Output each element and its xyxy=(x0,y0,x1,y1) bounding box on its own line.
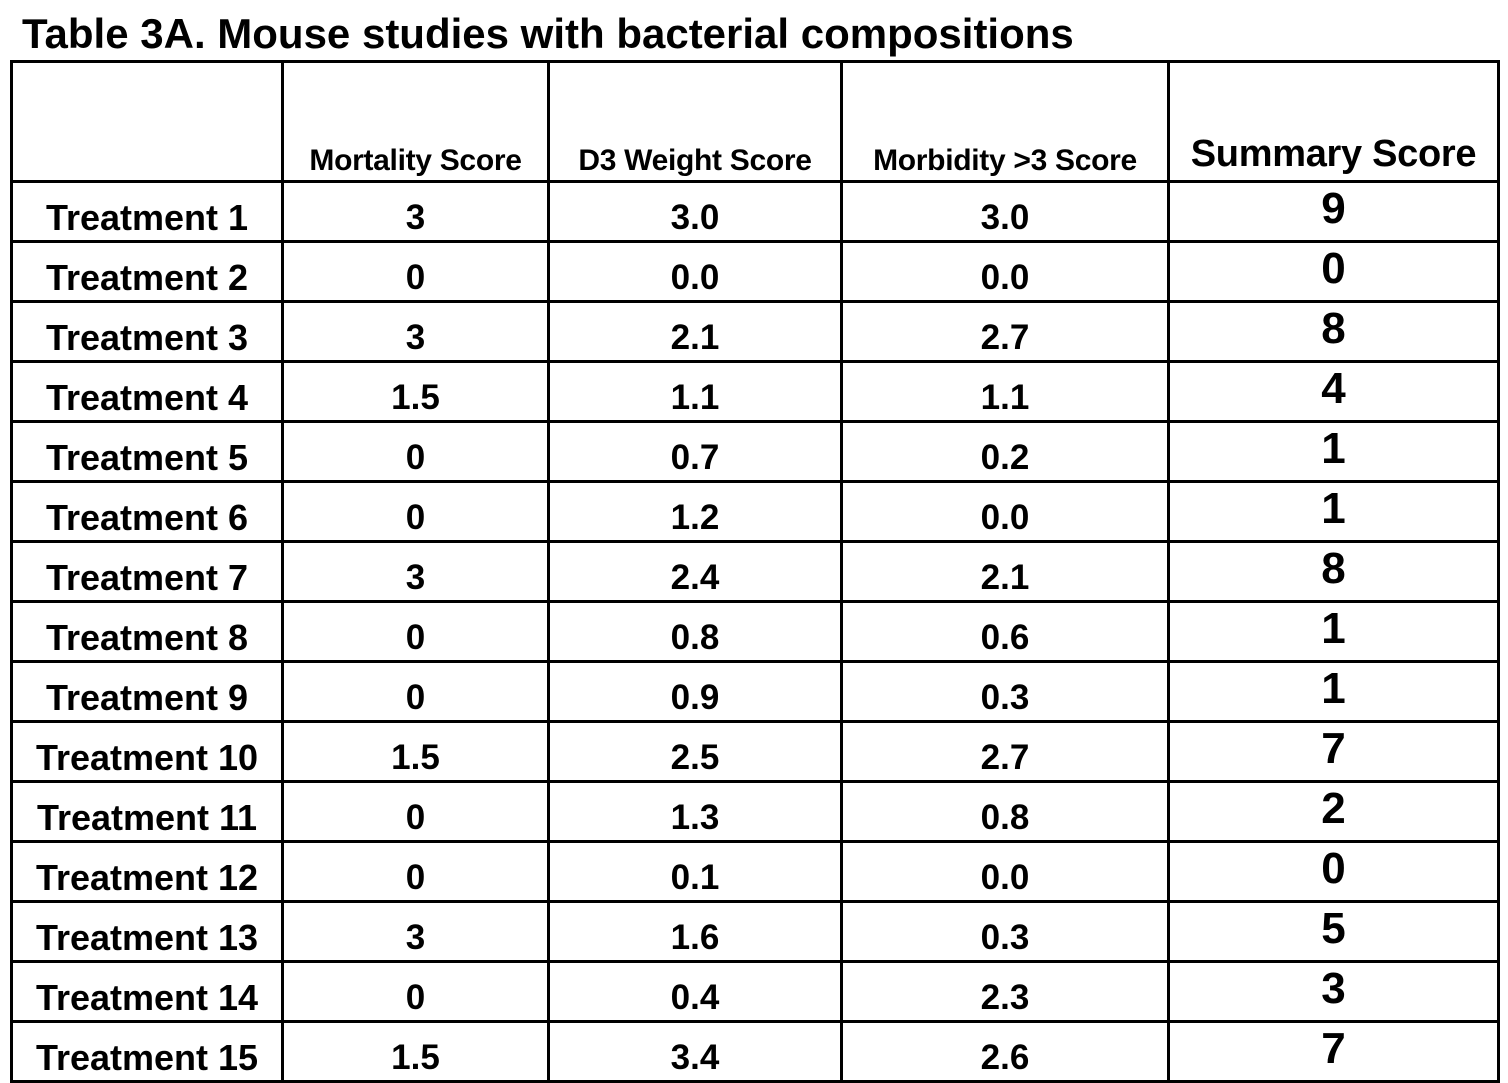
morbidity-score-cell: 2.1 xyxy=(840,540,1170,603)
table-row: Treatment 11 0 1.3 0.8 2 xyxy=(10,780,1500,843)
morbidity-score-cell: 0.0 xyxy=(840,840,1170,903)
treatment-label-cell: Treatment 14 xyxy=(10,960,284,1023)
morbidity-score-cell: 2.6 xyxy=(840,1020,1170,1083)
table-row: Treatment 13 3 1.6 0.3 5 xyxy=(10,900,1500,963)
d3-weight-score-cell: 1.1 xyxy=(547,360,843,423)
summary-score-cell: 2 xyxy=(1167,780,1500,843)
summary-score-cell: 5 xyxy=(1167,900,1500,963)
table-row: Treatment 8 0 0.8 0.6 1 xyxy=(10,600,1500,663)
treatment-label-cell: Treatment 15 xyxy=(10,1020,284,1083)
summary-score-cell: 7 xyxy=(1167,1020,1500,1083)
summary-score-cell: 7 xyxy=(1167,720,1500,783)
d3-weight-score-cell: 1.6 xyxy=(547,900,843,963)
table-row: Treatment 12 0 0.1 0.0 0 xyxy=(10,840,1500,903)
treatment-label-cell: Treatment 3 xyxy=(10,300,284,363)
table-row: Treatment 6 0 1.2 0.0 1 xyxy=(10,480,1500,543)
treatment-label-cell: Treatment 4 xyxy=(10,360,284,423)
table-row: Treatment 10 1.5 2.5 2.7 7 xyxy=(10,720,1500,783)
d3-weight-score-cell: 2.5 xyxy=(547,720,843,783)
mortality-score-cell: 0 xyxy=(281,960,550,1023)
treatment-label-cell: Treatment 7 xyxy=(10,540,284,603)
table-row: Treatment 14 0 0.4 2.3 3 xyxy=(10,960,1500,1023)
d3-weight-score-cell: 0.7 xyxy=(547,420,843,483)
treatment-label-cell: Treatment 8 xyxy=(10,600,284,663)
table-row: Treatment 5 0 0.7 0.2 1 xyxy=(10,420,1500,483)
morbidity-score-cell: 0.3 xyxy=(840,900,1170,963)
d3-weight-score-cell: 0.8 xyxy=(547,600,843,663)
mortality-score-cell: 0 xyxy=(281,780,550,843)
header-blank-cell xyxy=(10,60,284,183)
mortality-score-cell: 1.5 xyxy=(281,360,550,423)
d3-weight-score-cell: 3.4 xyxy=(547,1020,843,1083)
table-row: Treatment 15 1.5 3.4 2.6 7 xyxy=(10,1020,1500,1083)
d3-weight-score-cell: 1.3 xyxy=(547,780,843,843)
summary-score-cell: 0 xyxy=(1167,840,1500,903)
morbidity-score-cell: 0.0 xyxy=(840,480,1170,543)
mortality-score-cell: 0 xyxy=(281,420,550,483)
table-row: Treatment 3 3 2.1 2.7 8 xyxy=(10,300,1500,363)
treatment-label-cell: Treatment 10 xyxy=(10,720,284,783)
morbidity-score-cell: 0.0 xyxy=(840,240,1170,303)
header-mortality-score: Mortality Score xyxy=(281,60,550,183)
summary-score-cell: 1 xyxy=(1167,660,1500,723)
mortality-score-cell: 1.5 xyxy=(281,720,550,783)
table-row: Treatment 2 0 0.0 0.0 0 xyxy=(10,240,1500,303)
header-morbidity-score: Morbidity >3 Score xyxy=(840,60,1170,183)
summary-score-cell: 4 xyxy=(1167,360,1500,423)
morbidity-score-cell: 0.8 xyxy=(840,780,1170,843)
summary-score-cell: 9 xyxy=(1167,180,1500,243)
d3-weight-score-cell: 3.0 xyxy=(547,180,843,243)
table-row: Treatment 9 0 0.9 0.3 1 xyxy=(10,660,1500,723)
table-title: Table 3A. Mouse studies with bacterial c… xyxy=(22,10,1074,57)
morbidity-score-cell: 2.7 xyxy=(840,720,1170,783)
mortality-score-cell: 0 xyxy=(281,660,550,723)
header-d3-weight-score: D3 Weight Score xyxy=(547,60,843,183)
mortality-score-cell: 3 xyxy=(281,900,550,963)
summary-score-cell: 1 xyxy=(1167,480,1500,543)
summary-score-cell: 1 xyxy=(1167,420,1500,483)
summary-score-cell: 8 xyxy=(1167,540,1500,603)
treatment-label-cell: Treatment 9 xyxy=(10,660,284,723)
d3-weight-score-cell: 0.1 xyxy=(547,840,843,903)
treatment-label-cell: Treatment 1 xyxy=(10,180,284,243)
treatment-label-cell: Treatment 13 xyxy=(10,900,284,963)
d3-weight-score-cell: 2.4 xyxy=(547,540,843,603)
table-row: Treatment 1 3 3.0 3.0 9 xyxy=(10,180,1500,243)
morbidity-score-cell: 0.3 xyxy=(840,660,1170,723)
morbidity-score-cell: 0.2 xyxy=(840,420,1170,483)
morbidity-score-cell: 2.7 xyxy=(840,300,1170,363)
mortality-score-cell: 3 xyxy=(281,300,550,363)
d3-weight-score-cell: 0.9 xyxy=(547,660,843,723)
treatment-label-cell: Treatment 5 xyxy=(10,420,284,483)
summary-score-cell: 1 xyxy=(1167,600,1500,663)
morbidity-score-cell: 1.1 xyxy=(840,360,1170,423)
mortality-score-cell: 0 xyxy=(281,600,550,663)
mortality-score-cell: 0 xyxy=(281,840,550,903)
summary-score-cell: 8 xyxy=(1167,300,1500,363)
mortality-score-cell: 0 xyxy=(281,240,550,303)
treatment-label-cell: Treatment 11 xyxy=(10,780,284,843)
mortality-score-cell: 3 xyxy=(281,540,550,603)
morbidity-score-cell: 0.6 xyxy=(840,600,1170,663)
d3-weight-score-cell: 0.0 xyxy=(547,240,843,303)
treatment-label-cell: Treatment 12 xyxy=(10,840,284,903)
morbidity-score-cell: 2.3 xyxy=(840,960,1170,1023)
summary-score-cell: 3 xyxy=(1167,960,1500,1023)
d3-weight-score-cell: 0.4 xyxy=(547,960,843,1023)
mortality-score-cell: 3 xyxy=(281,180,550,243)
treatment-label-cell: Treatment 6 xyxy=(10,480,284,543)
mortality-score-cell: 0 xyxy=(281,480,550,543)
table-row: Treatment 4 1.5 1.1 1.1 4 xyxy=(10,360,1500,423)
treatment-label-cell: Treatment 2 xyxy=(10,240,284,303)
d3-weight-score-cell: 2.1 xyxy=(547,300,843,363)
mortality-score-cell: 1.5 xyxy=(281,1020,550,1083)
summary-score-cell: 0 xyxy=(1167,240,1500,303)
header-summary-score: Summary Score xyxy=(1167,60,1500,183)
morbidity-score-cell: 3.0 xyxy=(840,180,1170,243)
header-row: Mortality Score D3 Weight Score Morbidit… xyxy=(10,60,1500,183)
results-table: Mortality Score D3 Weight Score Morbidit… xyxy=(10,60,1500,1083)
table-row: Treatment 7 3 2.4 2.1 8 xyxy=(10,540,1500,603)
d3-weight-score-cell: 1.2 xyxy=(547,480,843,543)
